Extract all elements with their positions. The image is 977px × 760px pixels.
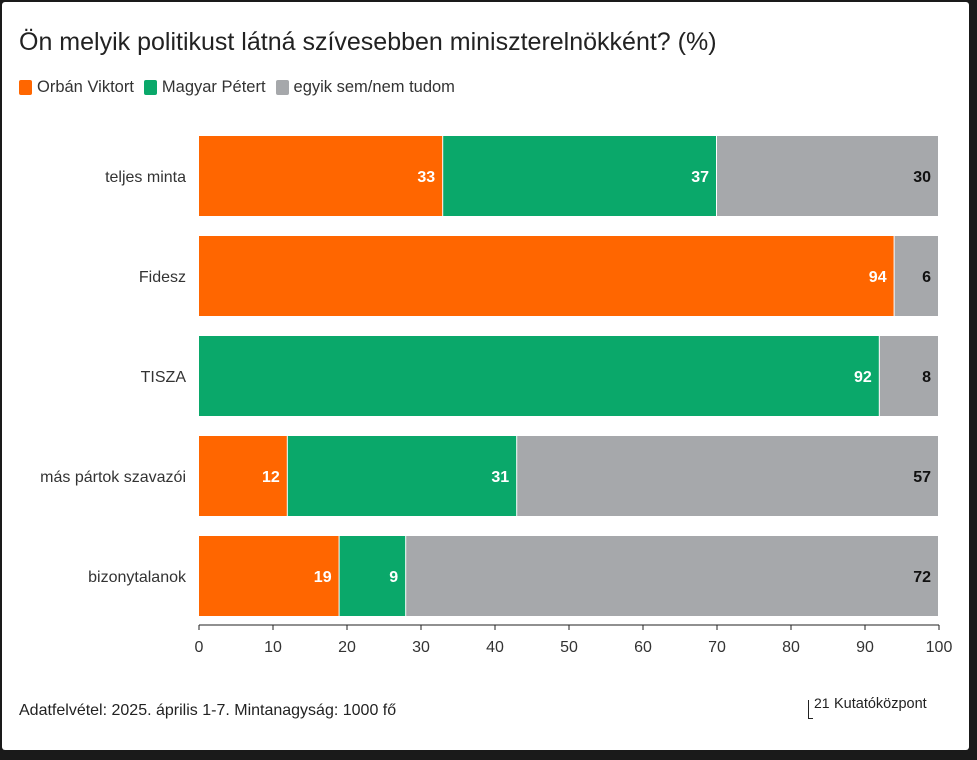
data-label-tisza-egyik-sem-nem-tudom: 8 [922,369,931,386]
bar-bizonytalanok-orban-viktort [199,536,339,616]
bar-mas-partok-szavazoi-magyar-petert [287,436,517,516]
data-label-fidesz-egyik-sem-nem-tudom: 6 [922,269,931,286]
x-tick-label-70: 70 [708,639,726,656]
legend-swatch-neither [275,80,289,95]
chart-title: Ön melyik politikust látná szívesebben m… [19,28,717,56]
bar-teljes-minta-egyik-sem-nem-tudom [717,136,938,216]
x-tick-label-80: 80 [782,639,800,656]
legend-label-magyar: Magyar Pétert [161,78,266,96]
data-label-teljes-minta-magyar-petert: 37 [691,169,709,186]
bar-teljes-minta-orban-viktort [199,136,443,216]
data-label-tisza-magyar-petert: 92 [854,369,872,386]
bar-tisza-magyar-petert [199,336,879,416]
brand-bracket [808,700,813,719]
category-label-teljes-minta: teljes minta [105,169,186,186]
x-tick-label-20: 20 [338,639,356,656]
legend-swatch-magyar [143,80,157,95]
bar-mas-partok-szavazoi-egyik-sem-nem-tudom [517,436,938,516]
legend-item-neither: egyik sem/nem tudom [275,78,455,97]
data-label-mas-partok-szavazoi-orban-viktort: 12 [262,469,280,486]
data-label-teljes-minta-orban-viktort: 33 [417,169,435,186]
bar-bizonytalanok-magyar-petert [339,536,406,616]
data-label-bizonytalanok-magyar-petert: 9 [389,569,398,586]
brand-name: Kutatóközpont [834,696,927,712]
legend-item-orban: Orbán Viktort [19,78,134,97]
data-label-bizonytalanok-orban-viktort: 19 [314,569,332,586]
category-label-fidesz: Fidesz [139,269,186,286]
data-label-mas-partok-szavazoi-magyar-petert: 31 [491,469,509,486]
data-label-fidesz-orban-viktort: 94 [869,269,887,286]
x-tick-label-40: 40 [486,639,504,656]
category-label-mas-partok-szavazoi: más pártok szavazói [40,469,186,486]
x-tick-label-10: 10 [264,639,282,656]
x-tick-label-30: 30 [412,639,430,656]
bar-teljes-minta-magyar-petert [443,136,716,216]
x-tick-label-50: 50 [560,639,578,656]
data-label-bizonytalanok-egyik-sem-nem-tudom: 72 [913,569,931,586]
legend-item-magyar: Magyar Pétert [143,78,266,97]
brand-logo: 21 Kutatóközpont [806,696,927,722]
footer-note: Adatfelvétel: 2025. április 1-7. Mintana… [19,702,397,719]
legend-label-neither: egyik sem/nem tudom [293,78,455,96]
bar-fidesz-orban-viktort [199,236,894,316]
bar-bizonytalanok-egyik-sem-nem-tudom [406,536,938,616]
brand-number: 21 [814,695,830,711]
legend-swatch-orban [19,80,32,95]
data-label-teljes-minta-egyik-sem-nem-tudom: 30 [913,169,931,186]
legend: Orbán Viktort Magyar Pétert egyik sem/ne… [19,78,455,97]
x-tick-label-60: 60 [634,639,652,656]
legend-label-orban: Orbán Viktort [37,78,134,96]
x-tick-label-0: 0 [195,639,204,656]
x-tick-label-100: 100 [926,639,953,656]
bar-tisza-egyik-sem-nem-tudom [879,336,938,416]
x-tick-label-90: 90 [856,639,874,656]
brand-mark-icon: 21 [806,695,830,722]
category-label-tisza: TISZA [141,369,187,386]
bar-mas-partok-szavazoi-orban-viktort [199,436,287,516]
bar-fidesz-egyik-sem-nem-tudom [894,236,938,316]
category-label-bizonytalanok: bizonytalanok [88,569,187,586]
data-label-mas-partok-szavazoi-egyik-sem-nem-tudom: 57 [913,469,931,486]
